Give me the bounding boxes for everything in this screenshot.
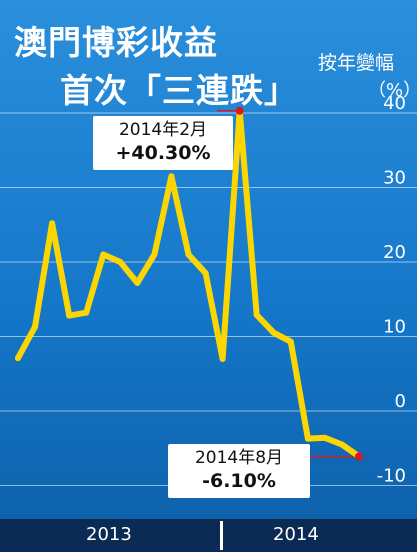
data-point — [304, 435, 311, 442]
x-period-label-2014: 2014 — [273, 524, 319, 545]
y-tick-label: -10 — [377, 466, 406, 487]
annotation-last-date: 2014年8月 — [194, 448, 284, 468]
annotation-marker — [355, 452, 363, 461]
annotation-last-callout: 2014年8月 -6.10% — [168, 444, 310, 498]
y-tick-label: 30 — [383, 168, 406, 189]
chart-title: 澳門博彩收益 — [14, 23, 218, 62]
data-point — [66, 312, 73, 319]
annotation-max-callout: 2014年2月 +40.30% — [93, 116, 233, 170]
annotation-max-value: +40.30% — [115, 142, 211, 165]
data-point — [117, 259, 124, 265]
x-axis-band — [0, 519, 417, 552]
data-point — [287, 338, 294, 345]
annotation-max-date: 2014年2月 — [118, 120, 208, 140]
data-point — [219, 355, 226, 362]
data-point — [270, 329, 277, 336]
x-period-divider — [220, 521, 223, 550]
data-point — [202, 270, 209, 277]
data-point — [338, 441, 345, 448]
annotation-last-value: -6.10% — [202, 470, 276, 493]
data-point — [253, 311, 260, 318]
data-point — [32, 323, 39, 330]
x-period-label-2013: 2013 — [86, 524, 132, 545]
data-point — [151, 251, 158, 258]
data-point — [83, 309, 90, 316]
data-point — [168, 173, 175, 180]
annotation-marker — [235, 106, 244, 115]
data-point — [185, 251, 192, 258]
y-axis-unit: （%） — [368, 80, 417, 101]
y-tick-label: 40 — [383, 93, 406, 114]
y-tick-label: 20 — [383, 242, 406, 263]
data-point — [49, 220, 56, 227]
data-point — [134, 279, 141, 286]
y-tick-label: 10 — [383, 317, 406, 338]
data-point — [100, 251, 107, 258]
y-axis-label: 按年變幅 — [318, 52, 395, 74]
data-point — [15, 355, 21, 362]
data-point — [321, 434, 328, 441]
y-tick-label: 0 — [395, 391, 406, 412]
chart-subtitle: 首次「三連跌」 — [60, 71, 298, 110]
